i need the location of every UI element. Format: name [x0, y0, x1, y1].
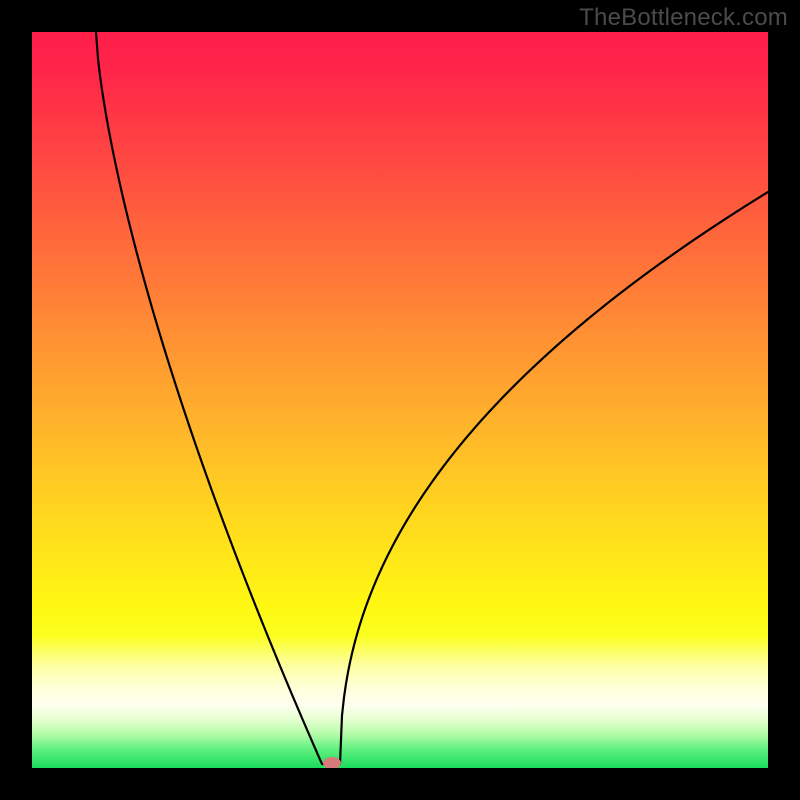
chart-svg [32, 32, 768, 768]
plot-area [32, 32, 768, 768]
watermark-text: TheBottleneck.com [579, 4, 788, 32]
chart-frame: TheBottleneck.com [0, 0, 800, 800]
chart-background [32, 32, 768, 768]
